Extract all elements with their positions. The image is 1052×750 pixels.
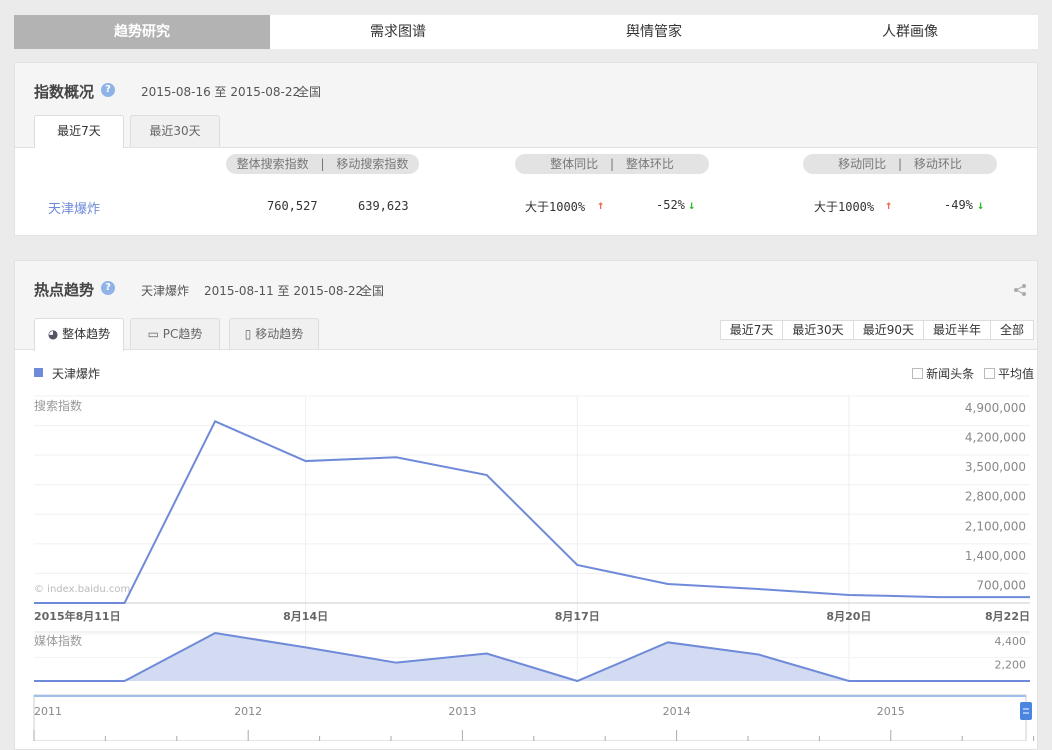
tab-overall-trend[interactable]: ◕ 整体趋势 <box>34 318 124 351</box>
y-tick-label: 4,900,000 <box>965 401 1026 415</box>
tab-label: 整体趋势 <box>62 327 110 341</box>
media-index-area <box>34 633 1030 681</box>
y-axis-label: 媒体指数 <box>34 633 82 648</box>
navigator-label: 2013 <box>448 705 476 718</box>
navigator-label: 2011 <box>34 705 62 718</box>
x-tick-label: 2015年8月11日 <box>34 609 121 623</box>
y-axis-label: 搜索指数 <box>34 398 82 413</box>
x-tick-label: 8月17日 <box>555 610 600 623</box>
navigator-label: 2012 <box>234 705 262 718</box>
navigator-handle <box>1020 702 1032 720</box>
y-tick-label: 2,200 <box>995 659 1027 672</box>
watermark: © index.baidu.com <box>34 584 130 595</box>
plot-background <box>34 396 1030 603</box>
navigator-label: 2015 <box>877 705 905 718</box>
y-tick-label: 4,200,000 <box>965 431 1026 445</box>
y-tick-label: 1,400,000 <box>965 549 1026 563</box>
pie-chart-icon: ◕ <box>48 327 58 341</box>
y-tick-label: 700,000 <box>976 578 1026 592</box>
x-tick-label: 8月14日 <box>283 610 328 623</box>
y-tick-label: 3,500,000 <box>965 460 1026 474</box>
navigator-label: 2014 <box>663 705 691 718</box>
x-tick-label: 8月22日 <box>985 610 1030 623</box>
tab-last-7-days[interactable]: 最近7天 <box>34 115 124 148</box>
y-tick-label: 4,400 <box>995 635 1027 648</box>
y-tick-label: 2,800,000 <box>965 490 1026 504</box>
navigator <box>34 695 1026 741</box>
x-tick-label: 8月20日 <box>826 610 871 623</box>
y-tick-label: 2,100,000 <box>965 519 1026 533</box>
